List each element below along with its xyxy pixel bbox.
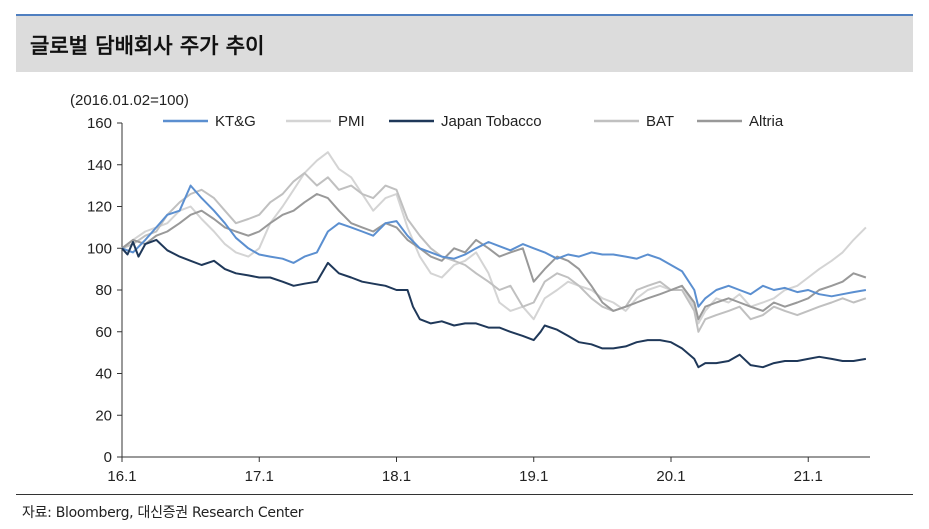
series-line-japan-tobacco <box>121 238 867 369</box>
series-line-bat <box>121 172 867 333</box>
y-tick-label: 120 <box>87 199 112 216</box>
x-tick-label: 18.1 <box>382 468 411 485</box>
unit-label: (2016.01.02=100) <box>70 92 189 109</box>
series-line-altria <box>121 193 867 321</box>
x-tick-label: 17.1 <box>245 468 274 485</box>
x-tick-label: 20.1 <box>656 468 685 485</box>
axes: 0 20 40 60 80 100 120 140 160 16.1 17.1 18.1 19.1 20.… <box>87 115 870 485</box>
line-chart: (2016.01.02=100) 0 20 40 60 80 100 120 140 160 16… <box>70 92 870 485</box>
y-tick-label: 80 <box>95 282 112 299</box>
x-tick-label: 16.1 <box>107 468 136 485</box>
x-tick-label: 19.1 <box>519 468 548 485</box>
series-line-pmi <box>121 151 867 325</box>
y-tick-label: 20 <box>95 407 112 424</box>
y-tick-label: 60 <box>95 324 112 341</box>
source-note: 자료: Bloomberg, 대신증권 Research Center <box>22 505 304 521</box>
legend: KT&G PMI Japan Tobacco BAT Altria <box>163 113 784 130</box>
title-bar: 글로벌 담배회사 주가 추이 <box>16 16 913 72</box>
legend-label-japan-tobacco: Japan Tobacco <box>441 113 542 130</box>
legend-label-pmi: PMI <box>338 113 365 130</box>
series-line-kt-g <box>121 184 867 308</box>
legend-label-bat: BAT <box>646 113 674 130</box>
x-tick-label: 21.1 <box>794 468 823 485</box>
legend-label-altria: Altria <box>749 113 784 130</box>
y-tick-label: 0 <box>104 449 112 466</box>
series-layer <box>121 151 867 369</box>
y-tick-label: 140 <box>87 157 112 174</box>
y-tick-label: 160 <box>87 115 112 132</box>
y-tick-label: 100 <box>87 240 112 257</box>
chart-title: 글로벌 담배회사 주가 추이 <box>30 34 265 58</box>
y-tick-label: 40 <box>95 366 112 383</box>
chart-container: (2016.01.02=100) 0 20 40 60 80 100 120 140 160 16… <box>0 80 929 490</box>
legend-label-kt-g: KT&G <box>215 113 256 130</box>
bottom-rule <box>16 494 913 495</box>
top-rule <box>16 14 913 16</box>
